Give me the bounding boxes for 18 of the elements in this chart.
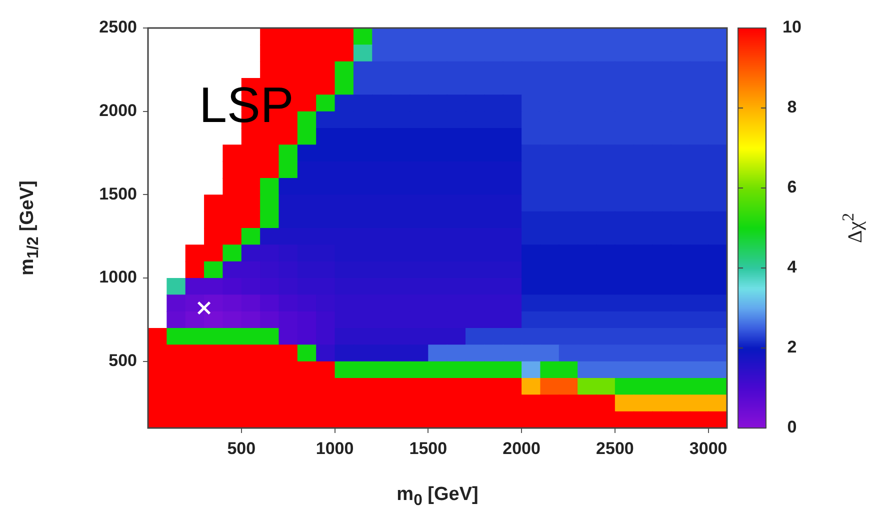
x-tick-label: 500 bbox=[227, 438, 256, 458]
color-bar-label: 10 bbox=[782, 18, 802, 37]
x-tick-label: 3000 bbox=[689, 438, 728, 458]
y-tick-label: 2000 bbox=[99, 101, 137, 120]
y-tick-label: 2500 bbox=[99, 18, 137, 37]
color-bar-label: 6 bbox=[787, 178, 797, 197]
y-tick-label: 500 bbox=[108, 351, 137, 370]
y-tick-label: 1000 bbox=[99, 268, 137, 287]
x-tick-label: 2000 bbox=[502, 438, 540, 458]
y-tick-label: 1500 bbox=[99, 184, 137, 204]
color-bar-label: 4 bbox=[787, 258, 798, 277]
color-bar-label: 8 bbox=[787, 98, 797, 117]
x-tick-label: 2500 bbox=[596, 438, 634, 458]
color-bar-label: 2 bbox=[787, 338, 797, 357]
x-tick-label: 1000 bbox=[316, 438, 354, 458]
color-bar-label: 0 bbox=[787, 418, 797, 437]
x-tick-label: 1500 bbox=[409, 438, 448, 458]
x-axis-title: m$_{0}$ [GeV] bbox=[396, 484, 480, 510]
